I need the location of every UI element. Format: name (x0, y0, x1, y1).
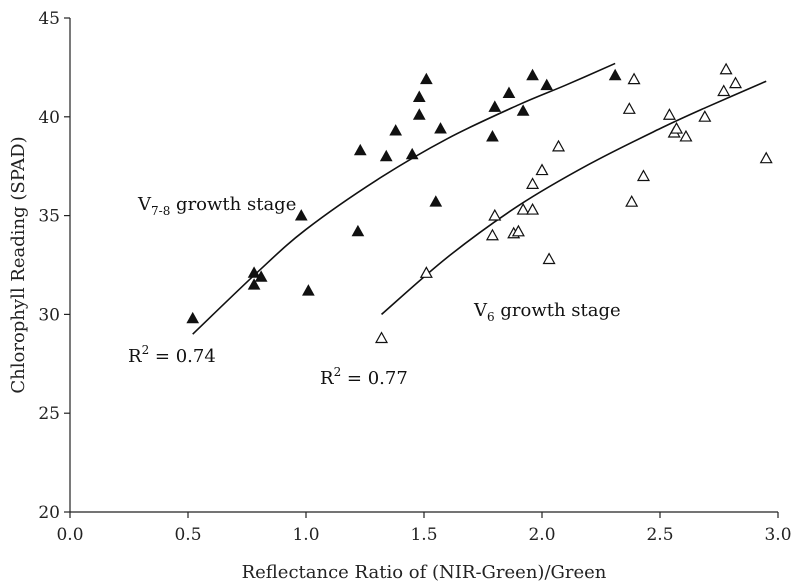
y-tick-label: 35 (38, 207, 60, 227)
data-point-filled-triangle (429, 195, 443, 207)
data-point-open-triangle (516, 202, 530, 215)
x-tick-label: 3.0 (764, 525, 791, 545)
data-point-open-triangle (419, 266, 433, 278)
data-point-open-triangle (625, 195, 639, 207)
data-point-open-triangle (719, 62, 733, 75)
data-point-filled-triangle (186, 311, 200, 324)
x-ticks: 0.0 0.5 1.0 1.5 2.0 2.5 3.0 (56, 512, 792, 545)
data-point-filled-triangle (434, 122, 447, 134)
data-point-open-triangle (485, 228, 499, 241)
data-point-filled-triangle (353, 143, 367, 156)
annotation-v6-growth-stage: V6 growth stage (473, 300, 621, 324)
data-point-open-triangle (535, 163, 549, 176)
x-tick-label: 2.0 (528, 525, 555, 545)
data-point-open-triangle (717, 84, 731, 97)
x-tick-label: 1.0 (292, 525, 319, 545)
data-point-open-triangle (636, 169, 650, 182)
data-point-filled-triangle (526, 68, 539, 81)
data-point-open-triangle (375, 331, 389, 344)
annotation-v6-rest: growth stage (495, 300, 621, 321)
data-point-filled-triangle (488, 100, 502, 112)
annotation-r2-077-base: R (320, 368, 334, 389)
data-point-open-triangle (698, 110, 712, 122)
data-point-filled-triangle (608, 68, 622, 81)
x-tick-label: 0.5 (174, 525, 201, 545)
data-point-open-triangle (552, 139, 566, 152)
data-point-open-triangle (622, 102, 636, 114)
annotation-r2-077: R2 = 0.77 (320, 365, 408, 389)
y-axis-title: Chlorophyll Reading (SPAD) (8, 136, 29, 393)
annotation-r2-074: R2 = 0.74 (128, 343, 216, 367)
x-tick-label: 2.5 (646, 525, 673, 545)
data-point-filled-triangle (351, 224, 365, 237)
y-tick-label: 25 (38, 404, 60, 424)
data-point-filled-triangle (247, 278, 261, 290)
annotation-v78-sub: 7-8 (151, 204, 170, 218)
data-point-filled-triangle (379, 149, 393, 162)
data-point-open-triangle (679, 129, 693, 142)
y-tick-label: 45 (38, 9, 60, 29)
data-point-open-triangle (526, 177, 540, 189)
data-point-filled-triangle (420, 72, 433, 85)
data-point-open-triangle (729, 76, 743, 89)
y-tick-label: 30 (38, 305, 60, 325)
data-point-open-triangle (627, 72, 641, 85)
axes (69, 18, 778, 513)
data-point-filled-triangle (412, 108, 426, 120)
x-tick-label: 0.0 (56, 525, 83, 545)
data-point-filled-triangle (254, 270, 268, 282)
annotation-r2-077-sup: 2 (334, 365, 342, 379)
annotation-r2-077-rest: = 0.77 (341, 368, 408, 389)
annotation-r2-074-sup: 2 (142, 343, 150, 357)
annotation-v6-base: V (473, 300, 488, 321)
annotation-v6-sub: 6 (487, 310, 495, 324)
data-point-filled-triangle (389, 124, 403, 136)
annotation-r2-074-rest: = 0.74 (149, 346, 216, 367)
data-points (186, 62, 773, 344)
fit-lines (192, 62, 767, 335)
data-point-open-triangle (488, 208, 502, 221)
y-ticks: 20 25 30 35 40 45 (38, 9, 70, 523)
data-point-open-triangle (526, 202, 540, 215)
y-tick-label: 20 (38, 503, 60, 523)
annotation-r2-074-base: R (128, 346, 142, 367)
data-point-open-triangle (662, 108, 676, 120)
data-point-filled-triangle (247, 266, 261, 278)
annotation-v78-growth-stage: V7-8 growth stage (137, 194, 296, 218)
x-axis-title: Reflectance Ratio of (NIR-Green)/Green (242, 562, 607, 583)
data-point-filled-triangle (502, 86, 516, 98)
data-point-filled-triangle (516, 104, 530, 116)
data-point-open-triangle (511, 224, 525, 237)
data-point-filled-triangle (486, 130, 499, 142)
data-point-filled-triangle (540, 78, 554, 91)
data-point-open-triangle (759, 151, 773, 164)
data-point-filled-triangle (302, 284, 315, 296)
annotation-v78-rest: growth stage (170, 194, 296, 215)
fit-curve-2 (380, 80, 767, 316)
data-point-filled-triangle (294, 209, 308, 221)
fit-curve-1 (192, 62, 616, 335)
data-point-filled-triangle (405, 147, 419, 160)
data-point-open-triangle (670, 121, 684, 134)
data-point-filled-triangle (412, 90, 426, 102)
data-point-open-triangle (542, 252, 556, 265)
x-tick-label: 1.5 (410, 525, 437, 545)
y-tick-label: 40 (38, 108, 60, 128)
annotation-v78-base: V (137, 194, 152, 215)
